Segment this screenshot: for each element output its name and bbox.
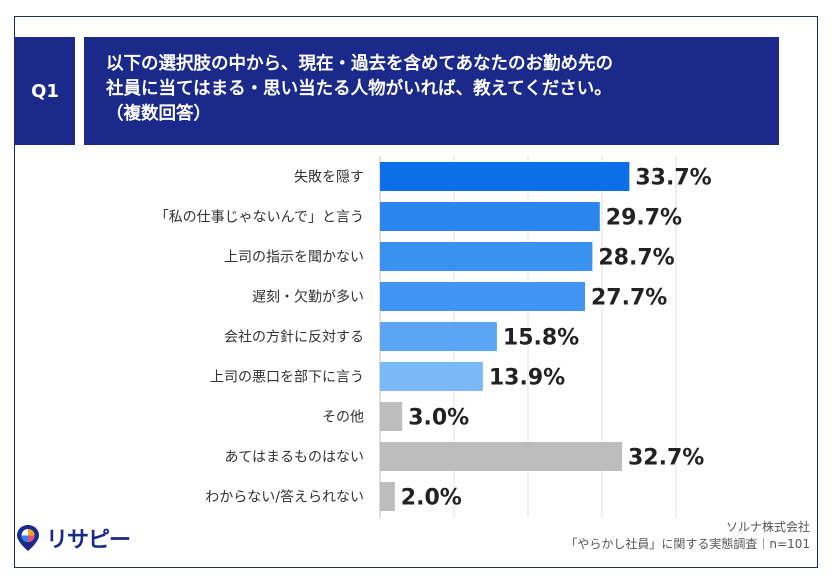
category-label: 失敗を隠す [294,170,364,186]
brand-logo: リサピー [16,522,131,554]
question-text-box: 以下の選択肢の中から、現在・過去を含めてあなたのお勤め先の 社員に当てはまる・思… [84,37,779,145]
bar [380,482,395,511]
bar [380,282,585,311]
question-line-1: 以下の選択肢の中から、現在・過去を含めてあなたのお勤め先の [106,54,613,74]
value-label: 33.7% [635,166,711,191]
bar [380,242,593,271]
value-label: 13.9% [489,366,565,391]
question-number: Q1 [15,37,75,145]
value-label: 32.7% [628,446,704,471]
brand-name: リサピー [46,528,131,553]
category-label: 「私の仕事じゃないんで」と言う [155,210,364,226]
chart-frame: Q1 以下の選択肢の中から、現在・過去を含めてあなたのお勤め先の 社員に当てはま… [14,16,818,568]
source-note: ソルナ株式会社 「やらかし社員」に関する実態調査｜n=101 [565,519,810,553]
bar [380,202,600,231]
value-label: 15.8% [503,326,579,351]
value-label: 27.7% [591,286,667,311]
category-label: わからない/答えられない [205,489,364,506]
question-line-2: 社員に当てはまる・思い当たる人物がいれば、教えてください。 [106,79,612,99]
source-company: ソルナ株式会社 [725,520,810,534]
value-label: 3.0% [408,406,469,431]
category-label: 上司の指示を聞かない [224,250,364,266]
source-survey: 「やらかし社員」に関する実態調査｜n=101 [565,537,810,551]
bar [380,362,483,391]
bar [380,442,622,471]
category-label: 遅刻・欠勤が多い [252,289,364,306]
bar [380,162,630,191]
category-label: その他 [322,410,364,426]
question-number-label: Q1 [31,80,59,102]
category-label: 会社の方針に反対する [224,330,364,346]
value-label: 29.7% [606,206,682,231]
bar [380,402,403,431]
category-label: 上司の悪口を部下に言う [210,370,364,386]
bar [380,322,497,351]
category-label: あてはまるものはない [225,450,364,466]
map-pin-icon [17,525,39,551]
value-label: 2.0% [401,486,462,511]
question-line-3: （複数回答） [106,104,211,124]
value-label: 28.7% [598,246,674,271]
